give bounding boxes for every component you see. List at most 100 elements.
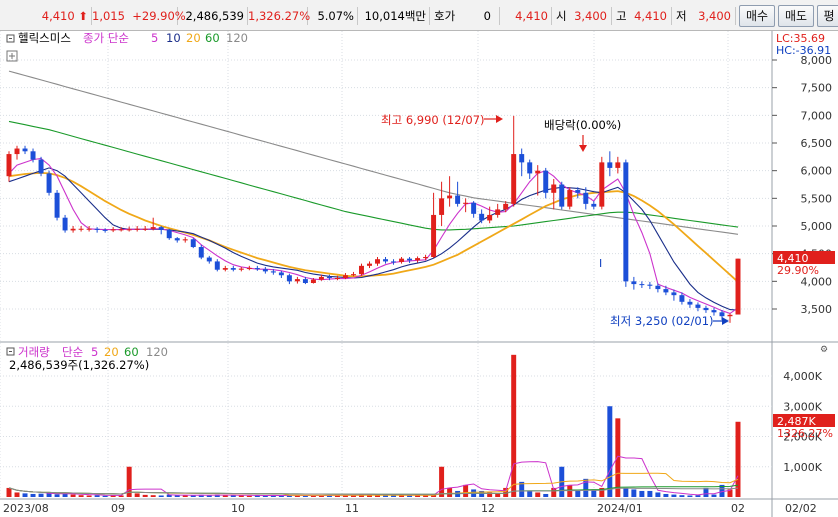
candle-body xyxy=(647,284,653,286)
candle-body xyxy=(318,276,324,280)
volume-bar xyxy=(62,493,68,497)
candle-body xyxy=(519,154,525,163)
volume-bar xyxy=(679,495,685,497)
candle-body xyxy=(583,192,589,204)
volume-bar xyxy=(94,495,100,497)
candle-body xyxy=(359,265,364,275)
pane-settings-icon[interactable]: ⚙ xyxy=(820,345,828,355)
volume-bar xyxy=(6,487,12,497)
candle-body xyxy=(663,289,669,293)
volume-bar xyxy=(190,495,196,497)
candle-body xyxy=(407,258,413,261)
up-arrow-icon: ⬆ xyxy=(78,9,88,23)
hc-label: HC:-36.91 xyxy=(776,44,831,57)
candle-body xyxy=(70,228,76,231)
low-annotation: 최저 3,250 (02/01) xyxy=(610,314,714,328)
candle-body xyxy=(719,312,725,317)
volume-bar xyxy=(623,487,629,497)
candle-body xyxy=(543,170,549,193)
candle-body xyxy=(575,190,581,193)
sell-button[interactable]: 매도 xyxy=(778,5,814,27)
candle-body xyxy=(495,209,501,215)
volume-bar xyxy=(278,495,284,497)
collapse-icon[interactable] xyxy=(6,34,15,43)
candle-body xyxy=(110,229,116,231)
volume-bar xyxy=(711,494,717,497)
volume-bar xyxy=(607,406,613,497)
volume-bar xyxy=(326,495,332,497)
candle-body xyxy=(22,148,28,152)
volume-bar xyxy=(407,495,413,497)
ma60-label: 60 xyxy=(205,31,220,45)
candle-body xyxy=(631,281,637,285)
volume-name: 거래량 xyxy=(18,345,50,359)
candle-body xyxy=(62,217,68,231)
volume-bar xyxy=(142,494,148,497)
volume-bar xyxy=(375,495,380,497)
candle-body xyxy=(14,148,20,155)
volume-bar xyxy=(102,495,108,497)
volume-bar xyxy=(383,495,388,497)
volume-tick-label: 4,000K xyxy=(783,370,822,383)
candle-body xyxy=(142,228,148,230)
volume-bar xyxy=(134,493,140,497)
time-tick-label: 2023/08 xyxy=(3,502,49,515)
stock-chart[interactable]: 8,0007,5007,0006,5006,0005,5005,0004,500… xyxy=(0,31,838,517)
volume-tick-label: 1,000K xyxy=(783,461,822,474)
candle-body xyxy=(479,213,485,221)
volume-legend: 거래량 단순 5 20 60 120 2,486,539주(1,326.27%) xyxy=(6,345,168,372)
candle-body xyxy=(559,184,565,207)
candle-body xyxy=(102,229,108,231)
volume-current: 2,486,539주(1,326.27%) xyxy=(9,358,149,372)
svg-text:2,487K: 2,487K xyxy=(777,415,816,428)
candle-body xyxy=(447,195,453,199)
hoga: 호가 0 xyxy=(430,7,500,25)
volume-bar xyxy=(727,489,733,497)
ma5-label: 5 xyxy=(151,31,158,45)
collapse-volume-icon[interactable] xyxy=(6,347,15,356)
volume-bar xyxy=(78,495,84,497)
price-ma60-line xyxy=(8,120,739,231)
candle-body xyxy=(270,271,276,273)
low-arrow-icon xyxy=(722,317,729,325)
volume-bar xyxy=(70,494,76,497)
volume-bar xyxy=(647,490,653,497)
price-ma120-line xyxy=(8,70,739,235)
volume-ratio: 1,326.27% xyxy=(248,7,311,25)
candle-body xyxy=(535,170,541,174)
crosshair-icon[interactable] xyxy=(6,50,18,62)
volume-bar xyxy=(695,495,701,497)
buy-button[interactable]: 매수 xyxy=(739,5,775,27)
vma20-label: 20 xyxy=(104,345,119,359)
volume-bar xyxy=(310,495,316,497)
price-tick-label: 6,500 xyxy=(801,137,833,150)
volume-tick-label: 2,000K xyxy=(783,431,822,444)
volume-tick-label: 3,000K xyxy=(783,400,822,413)
volume-bar xyxy=(254,495,260,497)
candle-body xyxy=(254,268,260,270)
candle-body xyxy=(310,279,316,283)
volume-bar xyxy=(14,492,20,497)
volume-bar xyxy=(639,490,645,497)
svg-text:4,410: 4,410 xyxy=(777,252,809,265)
last-volume-pct-tag: 1326.27% xyxy=(777,427,833,440)
volume-bar xyxy=(511,354,517,497)
candle-body xyxy=(78,228,84,230)
candle-body xyxy=(567,190,573,207)
candle-body xyxy=(735,258,741,315)
price-change: 1,015 +29.90% xyxy=(92,7,186,25)
trade-amount: 10,014백만 xyxy=(358,7,430,25)
candle-body xyxy=(342,275,348,279)
candle-body xyxy=(503,203,509,210)
volume-bar xyxy=(583,478,589,497)
volume-bar xyxy=(487,492,493,497)
high-price: 고 4,410 xyxy=(612,7,672,25)
candle-body xyxy=(190,239,196,248)
volume-bar xyxy=(503,487,509,497)
marker-label: I xyxy=(599,257,602,270)
vma5-label: 5 xyxy=(91,345,98,359)
volume-bar xyxy=(631,489,637,497)
volume-bar xyxy=(182,495,188,497)
volume-bar xyxy=(687,495,693,497)
extra-button[interactable]: 평 xyxy=(817,5,838,27)
